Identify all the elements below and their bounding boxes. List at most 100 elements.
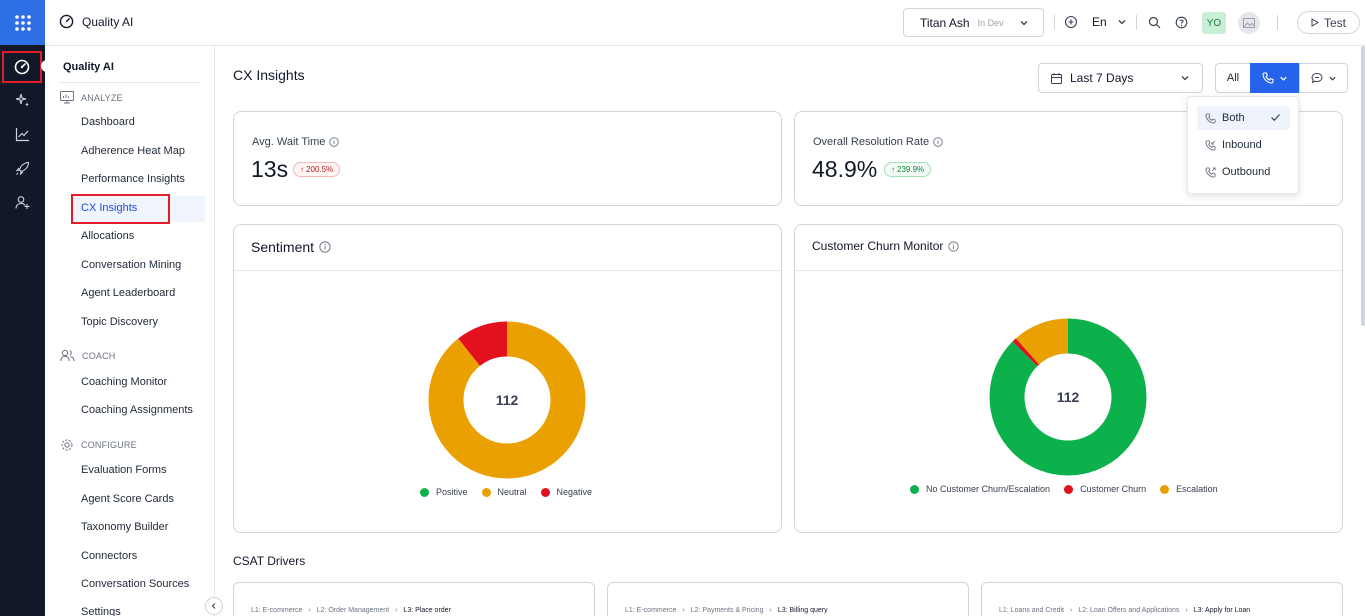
nav-item-cx-insights[interactable]: CX Insights xyxy=(81,202,138,214)
sentiment-donut-chart: 112 xyxy=(428,321,586,479)
legend-item[interactable]: Customer Churn xyxy=(1064,484,1146,494)
rocket-icon xyxy=(15,161,29,175)
nav-item-topic-discovery[interactable]: Topic Discovery xyxy=(81,316,159,328)
avg-wait-time-delta-value: 200.5% xyxy=(306,165,334,174)
date-range-label: Last 7 Days xyxy=(1070,71,1134,85)
nav-item-agent-score-cards[interactable]: Agent Score Cards xyxy=(81,493,174,505)
main-content: CX Insights Last 7 Days All Avg. Wait Ti… xyxy=(215,46,1365,616)
nav-item-adherence-heat-map[interactable]: Adherence Heat Map xyxy=(81,145,185,157)
avg-wait-time-label-row: Avg. Wait Time xyxy=(252,136,340,148)
language-label: En xyxy=(1092,15,1107,29)
chevron-down-icon xyxy=(1181,76,1189,81)
search-button[interactable] xyxy=(1148,16,1161,29)
help-button[interactable] xyxy=(1175,16,1188,29)
rail-sparkle-button[interactable] xyxy=(2,84,42,116)
donut-center-label: 112 xyxy=(1057,389,1080,405)
top-bar: Quality AI Titan Ash In Dev En YO Test xyxy=(45,0,1365,46)
chevron-right-icon: › xyxy=(682,607,685,614)
rail-quality-ai-button[interactable] xyxy=(2,51,42,83)
nav-item-settings[interactable]: Settings xyxy=(81,606,121,616)
dropdown-option-outbound[interactable]: Outbound xyxy=(1197,160,1290,184)
legend-item[interactable]: Positive xyxy=(420,487,468,497)
collapse-nav-button[interactable] xyxy=(205,597,223,615)
apps-grid-icon xyxy=(14,14,31,31)
info-icon[interactable] xyxy=(948,240,960,252)
divider xyxy=(234,270,781,271)
info-icon[interactable] xyxy=(933,137,943,147)
rail-add-user-button[interactable] xyxy=(2,186,42,218)
resolution-rate-label: Overall Resolution Rate xyxy=(813,136,930,148)
legend-label: Positive xyxy=(436,487,468,497)
churn-monitor-title-row: Customer Churn Monitor xyxy=(812,239,960,253)
nav-item-dashboard[interactable]: Dashboard xyxy=(81,116,135,128)
channel-all-button[interactable]: All xyxy=(1215,63,1250,93)
channel-chat-button[interactable] xyxy=(1299,63,1348,93)
nav-item-conversation-sources[interactable]: Conversation Sources xyxy=(81,578,190,590)
profile-image-button[interactable] xyxy=(1238,12,1260,34)
app-title: Quality AI xyxy=(59,14,133,29)
nav-item-allocations[interactable]: Allocations xyxy=(81,230,135,242)
legend-item[interactable]: Neutral xyxy=(481,487,527,497)
nav-item-performance-insights[interactable]: Performance Insights xyxy=(81,173,185,185)
legend-item[interactable]: Escalation xyxy=(1160,484,1218,494)
apps-grid-button[interactable] xyxy=(0,0,45,45)
chat-icon xyxy=(1310,72,1323,84)
csat-driver-card[interactable]: L1: E-commerce › L2: Order Management › … xyxy=(233,582,595,616)
users-icon xyxy=(60,349,75,362)
nav-item-agent-leaderboard[interactable]: Agent Leaderboard xyxy=(81,287,176,299)
nav-active-outline xyxy=(71,194,170,224)
nav-active-highlight xyxy=(71,196,205,222)
nav-item-coaching-monitor[interactable]: Coaching Monitor xyxy=(81,376,168,388)
sentiment-legend: Positive Neutral Negative xyxy=(420,487,592,497)
sparkle-icon xyxy=(15,93,29,107)
info-icon[interactable] xyxy=(319,241,331,253)
nav-item-connectors[interactable]: Connectors xyxy=(81,550,138,562)
legend-item[interactable]: No Customer Churn/Escalation xyxy=(910,484,1050,494)
page-scrollbar[interactable] xyxy=(1361,46,1365,326)
crumb-l2: L2: Order Management xyxy=(316,607,390,614)
crumb-l3: L3: Place order xyxy=(403,607,451,614)
arrow-up-icon: ↑ xyxy=(891,165,895,174)
section-coach-label: COACH xyxy=(82,350,116,361)
dropdown-option-both[interactable]: Both xyxy=(1197,106,1290,130)
chevron-right-icon: › xyxy=(395,607,398,614)
csat-driver-card[interactable]: L1: E-commerce › L2: Payments & Pricing … xyxy=(607,582,969,616)
section-coach: COACH xyxy=(60,349,116,362)
section-analyze-label: ANALYZE xyxy=(81,92,123,103)
legend-label: No Customer Churn/Escalation xyxy=(926,484,1051,494)
dropdown-option-inbound[interactable]: Inbound xyxy=(1197,133,1290,157)
check-icon xyxy=(1271,114,1280,122)
avg-wait-time-value: 13s xyxy=(251,156,289,182)
driver-breadcrumb: L1: E-commerce › L2: Order Management › … xyxy=(251,607,451,614)
csat-driver-card[interactable]: L1: Loans and Credit › L2: Loan Offers a… xyxy=(981,582,1343,616)
chevron-right-icon: › xyxy=(1185,607,1188,614)
donut-slice-negative[interactable] xyxy=(428,321,586,479)
rail-launch-button[interactable] xyxy=(2,152,42,184)
nav-item-evaluation-forms[interactable]: Evaluation Forms xyxy=(81,464,167,476)
avg-wait-time-card: Avg. Wait Time 13s ↑ 200.5% xyxy=(233,111,782,206)
environment-select[interactable]: Titan Ash In Dev xyxy=(903,8,1044,37)
section-configure: CONFIGURE xyxy=(60,438,137,452)
add-button[interactable] xyxy=(1064,15,1078,29)
donut-slice-escalation[interactable] xyxy=(989,318,1147,476)
phone-icon xyxy=(1205,112,1216,124)
info-icon[interactable] xyxy=(329,137,340,147)
user-avatar[interactable]: YO xyxy=(1202,12,1226,34)
line-chart-icon xyxy=(15,127,29,141)
legend-dot xyxy=(481,487,491,497)
help-icon xyxy=(1175,16,1188,29)
legend-dot xyxy=(540,487,550,497)
rail-analytics-button[interactable] xyxy=(2,118,42,150)
nav-item-taxonomy-builder[interactable]: Taxonomy Builder xyxy=(81,521,169,533)
nav-item-coaching-assignments[interactable]: Coaching Assignments xyxy=(81,404,193,416)
dropdown-option-label: Both xyxy=(1222,112,1245,124)
language-select[interactable]: En xyxy=(1092,15,1127,29)
date-range-select[interactable]: Last 7 Days xyxy=(1038,63,1203,93)
nav-item-conversation-mining[interactable]: Conversation Mining xyxy=(81,259,182,271)
crumb-l1: L1: Loans and Credit xyxy=(999,607,1064,614)
environment-name: Titan Ash xyxy=(920,15,970,30)
channel-voice-button[interactable] xyxy=(1250,63,1299,93)
gauge-icon xyxy=(14,59,30,75)
test-button[interactable]: Test xyxy=(1297,11,1360,34)
legend-item[interactable]: Negative xyxy=(540,487,592,497)
